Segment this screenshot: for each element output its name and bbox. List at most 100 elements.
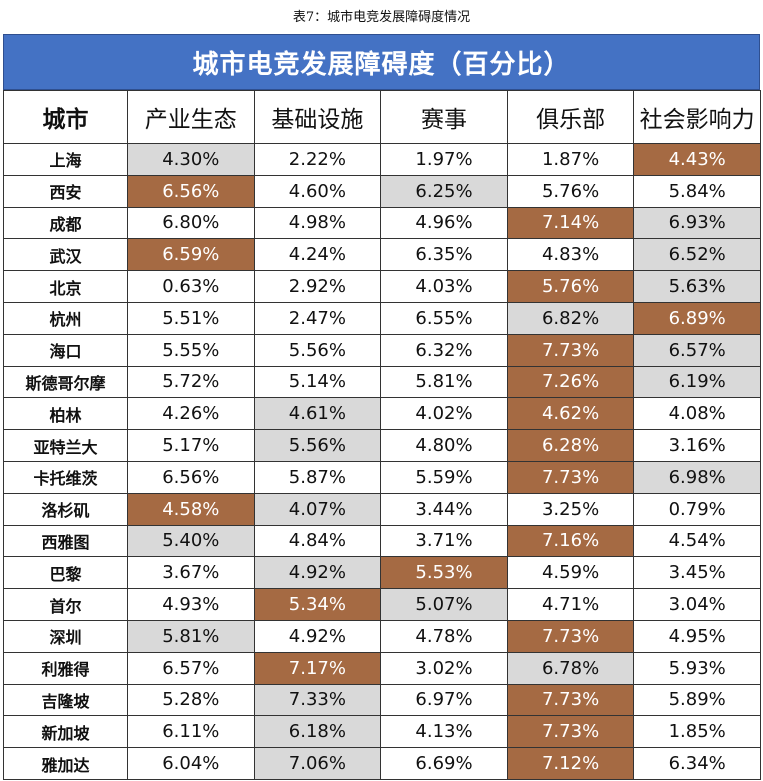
value-cell: 4.62%: [506, 397, 635, 431]
city-name-cell: 深圳: [3, 619, 128, 653]
city-name-cell: 斯德哥尔摩: [3, 365, 128, 399]
value-cell: 3.02%: [380, 651, 508, 685]
column-header-infrastructure: 基础设施: [253, 90, 382, 144]
value-cell: 5.07%: [380, 588, 508, 621]
column-header-industry: 产业生态: [127, 90, 255, 144]
city-name-cell: 武汉: [3, 238, 128, 272]
value-cell: 0.79%: [633, 492, 761, 526]
value-cell: 1.85%: [633, 715, 761, 749]
value-cell: 7.73%: [506, 683, 635, 717]
city-name-cell: 巴黎: [3, 556, 128, 590]
value-cell: 5.56%: [253, 333, 382, 367]
value-cell: 4.92%: [253, 556, 382, 590]
table-row: 亚特兰大 5.17% 5.56% 4.80% 6.28% 3.16%: [3, 429, 761, 462]
value-cell: 5.76%: [506, 174, 635, 208]
value-cell: 5.93%: [633, 651, 761, 685]
value-cell: 4.83%: [506, 238, 635, 272]
value-cell: 7.26%: [506, 365, 635, 399]
table-row: 洛杉矶 4.58% 4.07% 3.44% 3.25% 0.79%: [3, 492, 761, 526]
value-cell: 6.18%: [253, 715, 382, 749]
value-cell: 6.80%: [127, 206, 255, 240]
table-body: 上海 4.30% 2.22% 1.97% 1.87% 4.43% 西安 6.56% 4.60% 6…: [3, 143, 761, 780]
column-header-social-influence: 社会影响力: [633, 90, 761, 144]
value-cell: 4.59%: [506, 556, 635, 590]
value-cell: 4.07%: [253, 492, 382, 526]
value-cell: 7.73%: [506, 333, 635, 367]
value-cell: 4.26%: [127, 397, 255, 431]
value-cell: 7.73%: [506, 715, 635, 749]
value-cell: 7.12%: [506, 747, 635, 780]
value-cell: 4.61%: [253, 397, 382, 431]
value-cell: 6.11%: [127, 715, 255, 749]
header-row: 城市 产业生态 基础设施 赛事 俱乐部 社会影响力: [3, 90, 761, 144]
city-name-cell: 洛杉矶: [3, 492, 128, 526]
table-row: 西雅图 5.40% 4.84% 3.71% 7.16% 4.54%: [3, 524, 761, 558]
value-cell: 5.17%: [127, 429, 255, 462]
value-cell: 6.56%: [127, 174, 255, 208]
table-row: 雅加达 6.04% 7.06% 6.69% 7.12% 6.34%: [3, 747, 761, 780]
value-cell: 2.92%: [253, 270, 382, 303]
value-cell: 4.30%: [127, 143, 255, 176]
value-cell: 4.71%: [506, 588, 635, 621]
value-cell: 4.92%: [253, 619, 382, 653]
value-cell: 4.98%: [253, 206, 382, 240]
table-row: 上海 4.30% 2.22% 1.97% 1.87% 4.43%: [3, 143, 761, 176]
table-row: 柏林 4.26% 4.61% 4.02% 4.62% 4.08%: [3, 397, 761, 431]
value-cell: 1.97%: [380, 143, 508, 176]
value-cell: 7.33%: [253, 683, 382, 717]
value-cell: 4.93%: [127, 588, 255, 621]
value-cell: 5.51%: [127, 301, 255, 335]
value-cell: 6.25%: [380, 174, 508, 208]
table-row: 斯德哥尔摩 5.72% 5.14% 5.81% 7.26% 6.19%: [3, 365, 761, 399]
value-cell: 4.78%: [380, 619, 508, 653]
table-banner-title: 城市电竞发展障碍度（百分比）: [3, 34, 760, 90]
value-cell: 6.69%: [380, 747, 508, 780]
table-row: 武汉 6.59% 4.24% 6.35% 4.83% 6.52%: [3, 238, 761, 272]
table-row: 首尔 4.93% 5.34% 5.07% 4.71% 3.04%: [3, 588, 761, 621]
value-cell: 5.84%: [633, 174, 761, 208]
value-cell: 3.44%: [380, 492, 508, 526]
city-name-cell: 北京: [3, 270, 128, 303]
obstacle-table-container: 城市电竞发展障碍度（百分比） 城市 产业生态 基础设施 赛事 俱乐部 社会影响力…: [3, 34, 761, 780]
value-cell: 6.57%: [127, 651, 255, 685]
value-cell: 5.14%: [253, 365, 382, 399]
value-cell: 6.04%: [127, 747, 255, 780]
value-cell: 6.19%: [633, 365, 761, 399]
city-name-cell: 海口: [3, 333, 128, 367]
table-row: 吉隆坡 5.28% 7.33% 6.97% 7.73% 5.89%: [3, 683, 761, 717]
value-cell: 4.02%: [380, 397, 508, 431]
value-cell: 6.59%: [127, 238, 255, 272]
city-name-cell: 首尔: [3, 588, 128, 621]
city-name-cell: 柏林: [3, 397, 128, 431]
column-header-events: 赛事: [380, 90, 508, 144]
value-cell: 2.22%: [253, 143, 382, 176]
value-cell: 4.84%: [253, 524, 382, 558]
value-cell: 2.47%: [253, 301, 382, 335]
value-cell: 1.87%: [506, 143, 635, 176]
table-row: 海口 5.55% 5.56% 6.32% 7.73% 6.57%: [3, 333, 761, 367]
table-row: 深圳 5.81% 4.92% 4.78% 7.73% 4.95%: [3, 619, 761, 653]
value-cell: 4.08%: [633, 397, 761, 431]
city-name-cell: 亚特兰大: [3, 429, 128, 462]
value-cell: 6.98%: [633, 460, 761, 494]
value-cell: 6.55%: [380, 301, 508, 335]
table-row: 成都 6.80% 4.98% 4.96% 7.14% 6.93%: [3, 206, 761, 240]
value-cell: 7.14%: [506, 206, 635, 240]
value-cell: 5.40%: [127, 524, 255, 558]
value-cell: 5.34%: [253, 588, 382, 621]
city-name-cell: 西雅图: [3, 524, 128, 558]
value-cell: 7.16%: [506, 524, 635, 558]
obstacle-degree-table: 城市 产业生态 基础设施 赛事 俱乐部 社会影响力 上海 4.30% 2.22% 1.…: [3, 90, 761, 780]
value-cell: 6.78%: [506, 651, 635, 685]
value-cell: 6.34%: [633, 747, 761, 780]
table-row: 杭州 5.51% 2.47% 6.55% 6.82% 6.89%: [3, 301, 761, 335]
value-cell: 5.55%: [127, 333, 255, 367]
table-caption: 表7：城市电竞发展障碍度情况: [292, 10, 471, 25]
value-cell: 5.63%: [633, 270, 761, 303]
value-cell: 4.80%: [380, 429, 508, 462]
value-cell: 4.58%: [127, 492, 255, 526]
city-name-cell: 杭州: [3, 301, 128, 335]
value-cell: 7.17%: [253, 651, 382, 685]
city-name-cell: 上海: [3, 143, 128, 176]
table-row: 利雅得 6.57% 7.17% 3.02% 6.78% 5.93%: [3, 651, 761, 685]
